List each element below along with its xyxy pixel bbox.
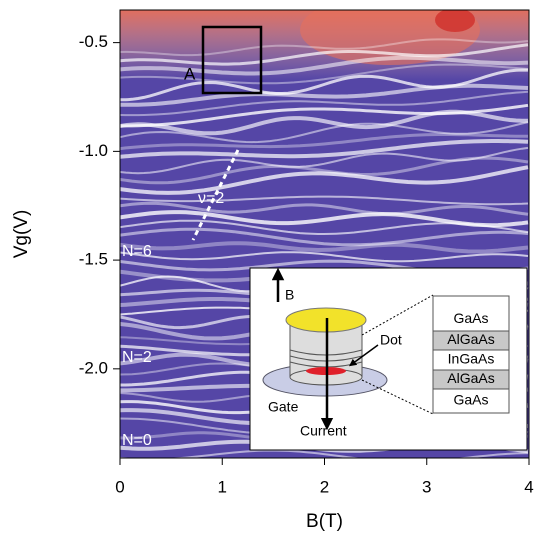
hot-region bbox=[435, 8, 475, 32]
layer-label: AlGaAs bbox=[447, 331, 494, 347]
inset-label: Current bbox=[300, 423, 347, 439]
inset-label: Gate bbox=[268, 399, 299, 415]
inset-label: Dot bbox=[380, 332, 402, 348]
inset-label: B bbox=[285, 287, 294, 303]
chart: A ν=2 N=6 N=2 N=0 B Dot Gate Current GaA… bbox=[0, 0, 537, 539]
y-tick-label: -1.5 bbox=[79, 250, 108, 269]
annotation: A bbox=[184, 64, 196, 83]
y-axis-label: Vg(V) bbox=[11, 210, 32, 259]
annotation: N=6 bbox=[122, 243, 152, 260]
layer-stack: GaAs AlGaAs InGaAs AlGaAs GaAs bbox=[433, 296, 509, 413]
layer-label: InGaAs bbox=[448, 351, 495, 367]
layer-label: GaAs bbox=[453, 392, 488, 408]
x-tick-label: 3 bbox=[422, 477, 431, 496]
y-tick-label: -0.5 bbox=[79, 32, 108, 51]
x-tick-label: 4 bbox=[524, 477, 533, 496]
x-axis-label: B(T) bbox=[306, 511, 343, 532]
x-tick-label: 1 bbox=[218, 477, 227, 496]
y-tick-label: -1.0 bbox=[79, 141, 108, 160]
inset: B Dot Gate Current GaAs AlGaAs InGaAs AlGaA… bbox=[250, 268, 527, 450]
y-tick-label: -2.0 bbox=[79, 358, 108, 377]
x-tick-label: 0 bbox=[115, 477, 124, 496]
annotation: N=2 bbox=[122, 349, 152, 366]
x-tick-label: 2 bbox=[320, 477, 329, 496]
layer-label: AlGaAs bbox=[447, 370, 494, 386]
layer-label: GaAs bbox=[453, 310, 488, 326]
annotation: N=0 bbox=[122, 432, 152, 449]
annotation: ν=2 bbox=[198, 190, 224, 207]
